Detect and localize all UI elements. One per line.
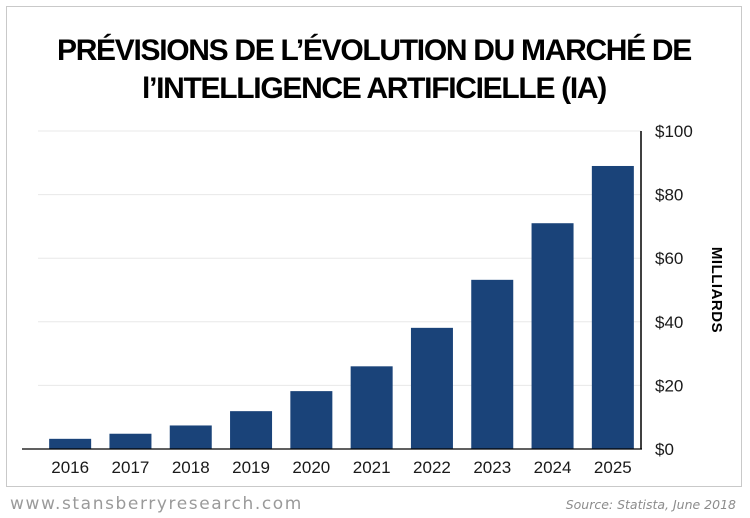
x-tick-label: 2020 [292, 458, 330, 477]
bar [290, 391, 333, 449]
x-tick-label: 2025 [594, 458, 632, 477]
x-tick-label: 2019 [232, 458, 270, 477]
x-tick-label: 2017 [112, 458, 150, 477]
x-tick-label: 2016 [51, 458, 89, 477]
bar [471, 279, 514, 449]
y-tick-label: $80 [655, 186, 683, 205]
y-tick-label: $100 [655, 122, 693, 141]
y-tick-label: $40 [655, 313, 683, 332]
y-tick-label: $60 [655, 249, 683, 268]
y-axis-label: MILLIARDS [708, 247, 725, 333]
bar [109, 433, 152, 449]
bar [410, 327, 453, 449]
x-tick-label: 2018 [172, 458, 210, 477]
x-tick-label: 2023 [473, 458, 511, 477]
website-credit: www.stansberryresearch.com [10, 494, 303, 514]
y-tick-label: $0 [655, 440, 674, 459]
bar [591, 165, 634, 450]
bar [531, 223, 574, 449]
bar [169, 425, 212, 449]
bar [230, 411, 273, 449]
bar [350, 366, 393, 449]
chart-title-line-2: l’INTELLIGENCE ARTIFICIELLE (IA) [142, 72, 607, 105]
bar [49, 438, 92, 449]
y-tick-label: $20 [655, 376, 683, 395]
x-tick-label: 2021 [353, 458, 391, 477]
x-tick-label: 2022 [413, 458, 451, 477]
source-note: Source: Statista, June 2018 [565, 497, 736, 512]
chart-title-line-1: PRÉVISIONS DE L’ÉVOLUTION DU MARCHÉ DE [56, 34, 692, 67]
x-tick-label: 2024 [534, 458, 572, 477]
